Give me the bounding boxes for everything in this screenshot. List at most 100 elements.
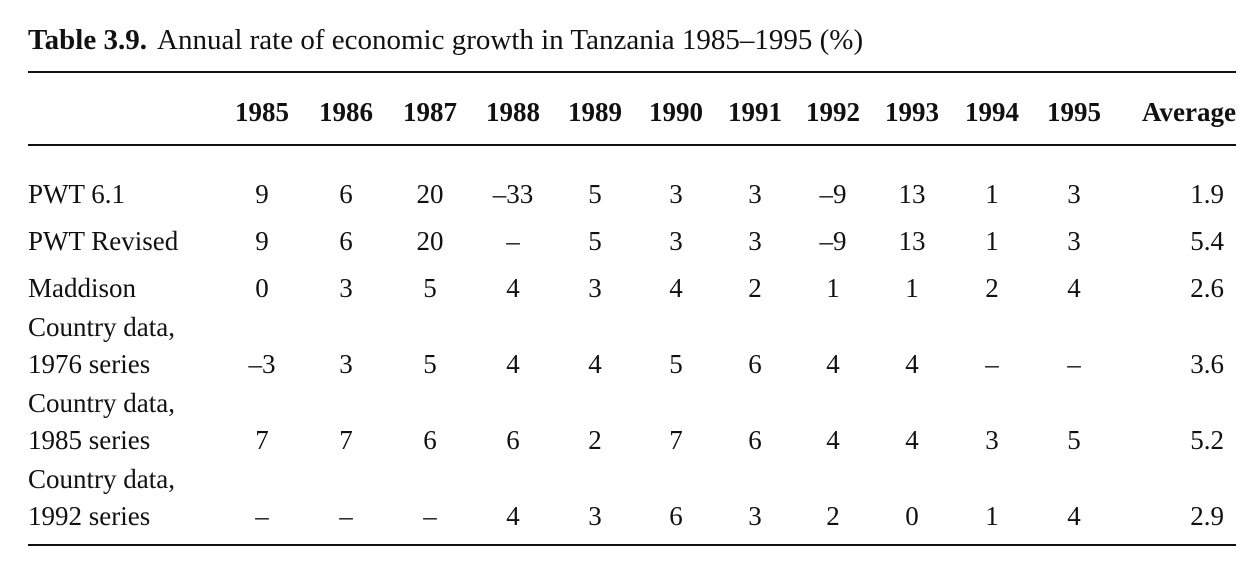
column-header: 1988 (486, 96, 540, 127)
average-cell: 2.9 (1190, 501, 1224, 531)
table-cell: 4 (905, 349, 919, 379)
table-cell: 20 (416, 179, 444, 209)
table-cell: – (339, 501, 353, 531)
table-row: Country data, 1976 series –3 3 5 4 4 5 6… (28, 307, 1236, 383)
average-cell: 1.9 (1190, 179, 1224, 209)
table-cell: 1 (985, 501, 999, 531)
column-header: 1985 (235, 96, 289, 127)
row-label: Country data, 1985 series (28, 388, 175, 455)
table-cell: 4 (1067, 501, 1081, 531)
table-cell: 1 (985, 179, 999, 209)
table-cell: 3 (588, 273, 602, 303)
table-row: Maddison 0 3 5 4 3 4 2 1 1 2 4 2.6 (28, 260, 1236, 307)
average-cell: 2.6 (1190, 273, 1224, 303)
table-cell: 4 (506, 273, 520, 303)
row-label: Country data, 1992 series (28, 464, 175, 531)
table-cell: 6 (506, 425, 520, 455)
table-cell: – (985, 349, 999, 379)
table-cell: 2 (985, 273, 999, 303)
table-cell: 3 (669, 226, 683, 256)
table-cell: 4 (506, 501, 520, 531)
header-row: 1985 1986 1987 1988 1989 1990 1991 1992 … (28, 84, 1236, 140)
table-cell: 0 (255, 273, 269, 303)
table-cell: 3 (1067, 226, 1081, 256)
average-cell: 5.2 (1190, 425, 1224, 455)
table-caption: Table 3.9. Annual rate of economic growth… (28, 18, 863, 62)
table-cell: 3 (748, 226, 762, 256)
table-cell: 5 (1067, 425, 1081, 455)
table-cell: – (423, 501, 437, 531)
table-cell: 5 (669, 349, 683, 379)
table-cell: 1 (826, 273, 840, 303)
table-row: PWT Revised 9 6 20 – 5 3 3 –9 13 1 3 5.4 (28, 213, 1236, 260)
column-header: 1989 (568, 96, 622, 127)
table-cell: 1 (985, 226, 999, 256)
table-cell: 5 (423, 273, 437, 303)
table-cell: 3 (748, 501, 762, 531)
table-cell: 4 (905, 425, 919, 455)
table-cell: 3 (669, 179, 683, 209)
table-title: Annual rate of economic growth in Tanzan… (157, 24, 864, 56)
table-cell: 4 (826, 425, 840, 455)
column-header: 1986 (319, 96, 373, 127)
table-cell: 7 (669, 425, 683, 455)
table-cell: 5 (588, 179, 602, 209)
header-rule (28, 144, 1236, 146)
average-cell: 3.6 (1190, 349, 1224, 379)
table-cell: 13 (898, 226, 926, 256)
average-cell: 5.4 (1190, 226, 1224, 256)
row-label: PWT 6.1 (28, 179, 126, 209)
table-row: PWT 6.1 9 6 20 –33 5 3 3 –9 13 1 3 1.9 (28, 166, 1236, 213)
table-cell: – (255, 501, 269, 531)
bottom-rule (28, 544, 1236, 546)
row-label: Country data, 1976 series (28, 312, 175, 379)
stub-header (28, 84, 220, 140)
table-cell: 6 (339, 226, 353, 256)
table-row: Country data, 1985 series 7 7 6 6 2 7 6 … (28, 383, 1236, 459)
table-cell: 2 (748, 273, 762, 303)
header-gap (28, 140, 1236, 166)
table-cell: 3 (1067, 179, 1081, 209)
table-cell: 2 (826, 501, 840, 531)
table-cell: 3 (588, 501, 602, 531)
table-cell: 5 (588, 226, 602, 256)
table-cell: 13 (898, 179, 926, 209)
table-row: Country data, 1992 series – – – 4 3 6 3 … (28, 459, 1236, 535)
table-cell: 6 (423, 425, 437, 455)
table-cell: 6 (748, 349, 762, 379)
column-header: 1987 (403, 96, 457, 127)
table-cell: 7 (339, 425, 353, 455)
table-cell: – (506, 226, 520, 256)
table-cell: 3 (339, 349, 353, 379)
top-rule (28, 71, 1236, 73)
table-cell: 9 (255, 179, 269, 209)
table-cell: 3 (339, 273, 353, 303)
table-cell: 0 (905, 501, 919, 531)
table-cell: 2 (588, 425, 602, 455)
table-cell: 4 (506, 349, 520, 379)
table-cell: 6 (748, 425, 762, 455)
table-cell: –9 (819, 179, 847, 209)
table-cell: 7 (255, 425, 269, 455)
table-cell: 3 (985, 425, 999, 455)
column-header: 1992 (806, 96, 860, 127)
table-cell: 20 (416, 226, 444, 256)
column-header-average: Average (1142, 96, 1236, 127)
table-cell: –33 (492, 179, 534, 209)
growth-table: 1985 1986 1987 1988 1989 1990 1991 1992 … (28, 84, 1236, 535)
column-header: 1995 (1047, 96, 1101, 127)
table-cell: 3 (748, 179, 762, 209)
table-cell: 4 (588, 349, 602, 379)
table-cell: 9 (255, 226, 269, 256)
row-label: Maddison (28, 273, 136, 303)
table-cell: 6 (669, 501, 683, 531)
table-number: Table 3.9. (28, 24, 147, 56)
table-cell: 4 (826, 349, 840, 379)
table-cell: –3 (248, 349, 276, 379)
table-cell: 1 (905, 273, 919, 303)
column-header: 1993 (885, 96, 939, 127)
table-cell: 5 (423, 349, 437, 379)
row-label: PWT Revised (28, 226, 179, 256)
column-header: 1990 (649, 96, 703, 127)
